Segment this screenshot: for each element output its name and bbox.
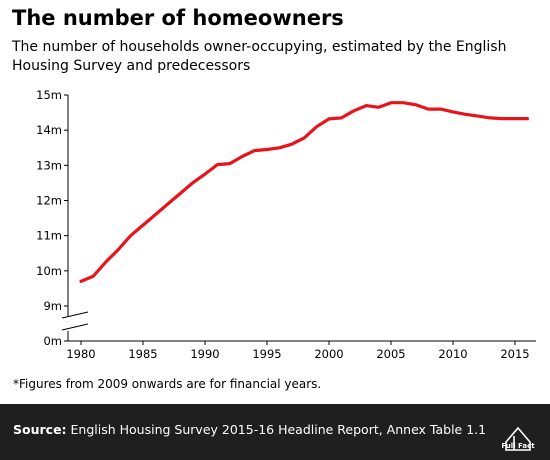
x-tick-label: 1985 <box>128 347 157 361</box>
chart-axes <box>61 95 536 342</box>
series-line-homeowners <box>79 101 530 283</box>
source-label: Source: <box>13 422 67 437</box>
y-tick-label: 15m <box>36 88 62 102</box>
axis-break-mark <box>61 323 89 331</box>
x-tick-label: 2015 <box>500 347 529 361</box>
line-chart: 0m 9m 10m 11m 12m 13m 14m 15m 1980 1985 1990 1995 20… <box>36 88 536 361</box>
chart-tick-labels: 0m 9m 10m 11m 12m 13m 14m 15m 1980 1985 1990 1995 20… <box>36 88 529 361</box>
x-tick-label: 2000 <box>314 347 343 361</box>
source-line: Source: English Housing Survey 2015-16 H… <box>13 422 486 437</box>
y-tick-label: 13m <box>36 158 62 172</box>
x-tick-label: 2010 <box>438 347 467 361</box>
y-tick-label: 12m <box>36 194 62 208</box>
y-tick-label: 10m <box>36 264 62 278</box>
source-text: English Housing Survey 2015-16 Headline … <box>70 422 487 437</box>
x-tick-label: 1995 <box>252 347 281 361</box>
x-tick-label: 1980 <box>66 347 95 361</box>
y-tick-label: 9m <box>43 299 62 313</box>
chart-subtitle: The number of households owner-occupying… <box>12 39 507 74</box>
chart-series <box>79 101 530 283</box>
axis-break-mark <box>61 311 89 319</box>
y-tick-label: 11m <box>36 229 62 243</box>
chart-title: The number of homeowners <box>12 6 344 30</box>
full-fact-logo-icon: Full Fact <box>501 426 535 451</box>
chart-ticks <box>64 94 516 345</box>
x-tick-label: 1990 <box>190 347 219 361</box>
y-tick-label: 14m <box>36 123 62 137</box>
y-tick-label: 0m <box>43 334 62 348</box>
footer-bar: Source: English Housing Survey 2015-16 H… <box>0 404 550 460</box>
logo-text: Full Fact <box>501 442 535 450</box>
x-tick-label: 2005 <box>376 347 405 361</box>
footnote: *Figures from 2009 onwards are for finan… <box>13 377 322 391</box>
